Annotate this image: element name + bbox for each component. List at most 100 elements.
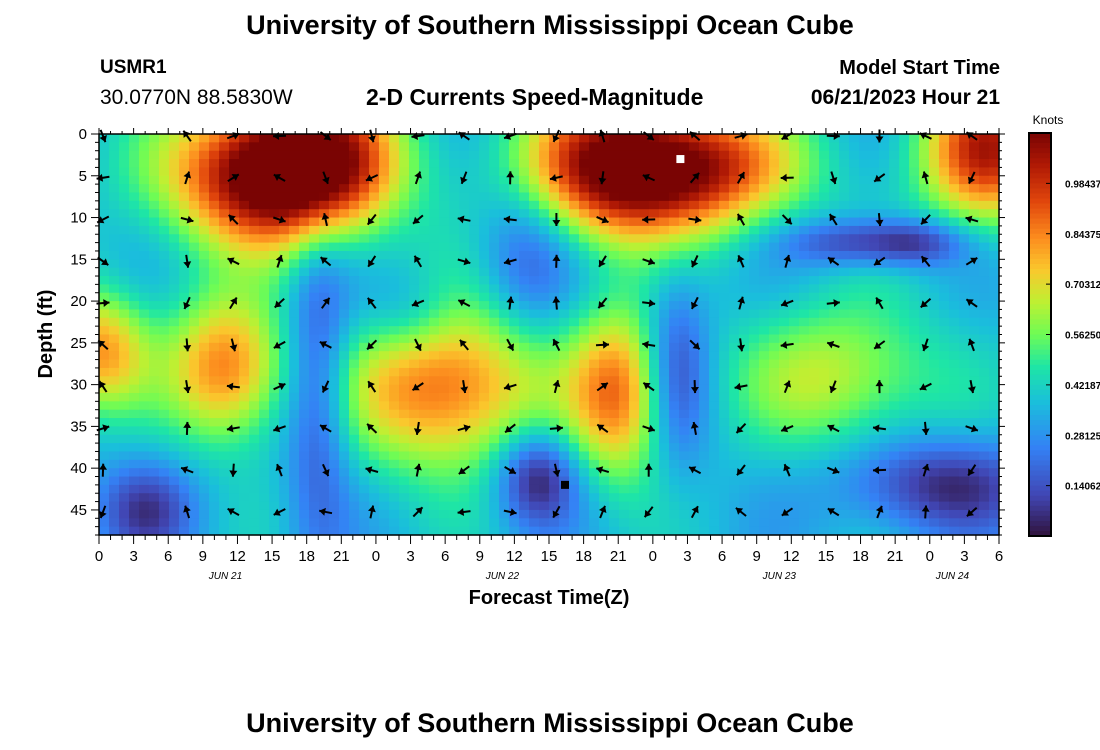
x-tick-label: 18 [852, 548, 869, 565]
heat-cell [929, 484, 940, 494]
heat-cell [699, 326, 710, 336]
heat-cell [539, 434, 550, 444]
heat-cell [879, 443, 890, 453]
heat-cell [899, 150, 910, 160]
heat-cell [439, 384, 450, 394]
current-vector [367, 380, 377, 393]
heat-cell [439, 250, 450, 260]
heat-cell [669, 209, 680, 219]
heat-cell [399, 284, 410, 294]
heat-cell [939, 292, 950, 302]
heat-cell [139, 468, 150, 478]
heat-cell [599, 334, 610, 344]
heat-cell [969, 150, 980, 160]
heat-cell [529, 476, 540, 486]
heat-cell [169, 150, 180, 160]
heat-cell [499, 518, 510, 528]
current-vector [503, 215, 517, 224]
heat-cell [129, 476, 140, 486]
heat-cell [529, 418, 540, 427]
heat-cell [469, 468, 480, 478]
current-vector [227, 257, 240, 266]
heat-cell [129, 392, 140, 402]
heat-cell [279, 367, 290, 377]
heat-cell [739, 242, 750, 252]
heat-cell [509, 242, 520, 252]
heat-cell [909, 351, 920, 361]
heat-cell [439, 409, 450, 419]
heat-cell [429, 326, 440, 336]
heat-cell [959, 468, 970, 478]
heat-cell [929, 359, 940, 369]
heat-cell [699, 476, 710, 486]
footer-title: University of Southern Mississippi Ocean… [246, 708, 854, 738]
heat-cell [189, 150, 200, 160]
heat-cell [729, 342, 740, 352]
heat-cell [259, 376, 270, 386]
heat-cell [969, 401, 980, 411]
heat-cell [779, 334, 790, 344]
heat-cell [659, 242, 670, 252]
heat-cell [249, 234, 260, 244]
heat-cell [159, 225, 170, 235]
heat-cell [969, 409, 980, 419]
heat-cell [169, 509, 180, 519]
heat-cell [459, 501, 470, 511]
heat-cell [199, 284, 210, 294]
heat-cell [829, 234, 840, 244]
heat-cell [249, 167, 260, 177]
heat-cell [469, 200, 480, 210]
heat-cell [559, 242, 570, 252]
heat-cell [389, 317, 400, 327]
heat-cell [689, 476, 700, 486]
current-vector [642, 173, 656, 182]
current-vector [227, 173, 240, 183]
heat-cell [969, 509, 980, 519]
heat-cell [929, 434, 940, 444]
heat-cell [969, 267, 980, 277]
heat-cell [259, 526, 270, 536]
heat-cell [739, 526, 750, 536]
heat-cell [449, 401, 460, 411]
heat-cell [309, 476, 320, 486]
heat-cell [629, 309, 640, 319]
heat-cell [469, 443, 480, 453]
heat-cell [899, 418, 910, 427]
heat-cell [229, 250, 240, 260]
heat-cell [219, 351, 230, 361]
heat-cell [189, 250, 200, 260]
heat-cell [819, 484, 830, 494]
heat-cell [619, 259, 630, 269]
heat-cell [809, 142, 820, 152]
heat-cell [329, 317, 340, 327]
heat-cell [739, 200, 750, 210]
heat-cell [849, 501, 860, 511]
heat-cell [889, 317, 900, 327]
heat-cell [699, 392, 710, 402]
heat-cell [599, 493, 610, 503]
heat-cell [569, 409, 580, 419]
heat-cell [689, 367, 700, 377]
heat-cell [669, 526, 680, 536]
heat-cell [509, 384, 520, 394]
heat-cell [839, 242, 850, 252]
heat-cell [309, 501, 320, 511]
heat-cell [479, 301, 490, 311]
heat-cell [839, 334, 850, 344]
current-vector [920, 298, 932, 309]
heat-cell [519, 334, 530, 344]
heat-cell [239, 468, 250, 478]
heat-cell [779, 409, 790, 419]
heat-cell [309, 418, 320, 427]
heat-cell [659, 484, 670, 494]
heat-cell [579, 426, 590, 436]
heat-cell [709, 334, 720, 344]
heat-cell [119, 476, 130, 486]
heat-cell [209, 451, 220, 461]
heat-cell [449, 175, 460, 185]
heat-cell [749, 225, 760, 235]
heat-cell [479, 459, 490, 469]
heat-cell [849, 326, 860, 336]
heat-cell [929, 401, 940, 411]
heat-cell [959, 301, 970, 311]
